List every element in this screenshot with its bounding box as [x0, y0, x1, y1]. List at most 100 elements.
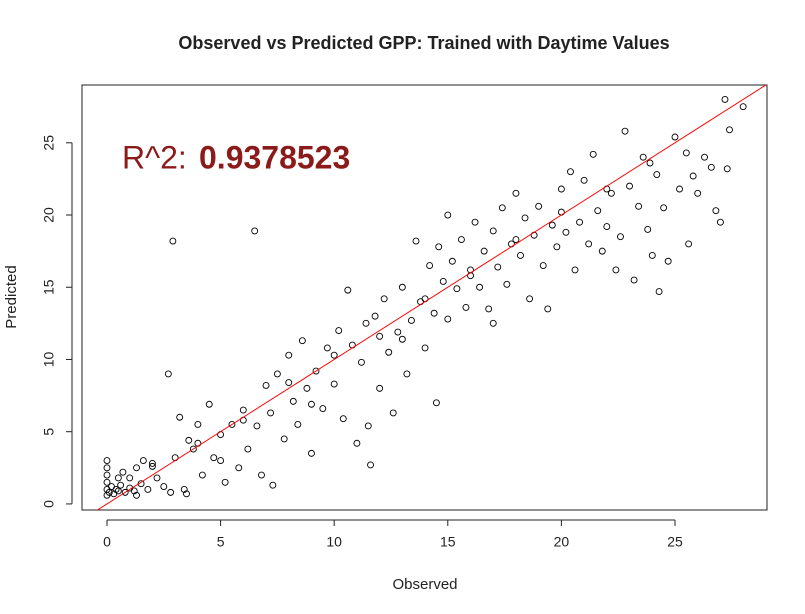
point [294, 421, 302, 428]
point [228, 421, 236, 428]
point [444, 315, 452, 323]
point [235, 464, 243, 472]
point [398, 283, 406, 291]
point [412, 237, 420, 245]
point [598, 247, 606, 255]
x-tick-label: 25 [667, 534, 683, 550]
point [269, 481, 277, 489]
point [210, 454, 218, 462]
point [476, 283, 484, 291]
point [160, 483, 168, 491]
point [607, 189, 615, 197]
point [367, 461, 374, 469]
point [244, 445, 252, 453]
point [485, 305, 493, 313]
point [285, 351, 293, 359]
point [682, 149, 690, 157]
point [576, 218, 584, 226]
point [557, 185, 565, 193]
point [471, 218, 479, 226]
point [426, 262, 434, 270]
y-tick-label: 20 [41, 207, 57, 223]
point [114, 487, 122, 495]
point [380, 295, 388, 303]
point [176, 413, 184, 421]
point [358, 358, 365, 366]
x-tick-label: 15 [440, 534, 456, 550]
point [567, 168, 574, 176]
point [498, 204, 506, 212]
point [217, 457, 225, 465]
point [398, 335, 406, 343]
point [644, 226, 652, 233]
point [183, 490, 190, 498]
point [385, 348, 393, 356]
point [280, 435, 288, 443]
annotation-label: R^2: [122, 139, 187, 175]
y-axis-label: Predicted [3, 265, 20, 328]
point [312, 367, 320, 375]
point [198, 471, 206, 479]
point [103, 464, 111, 472]
annotation-value: 0.9378523 [199, 139, 350, 175]
point [189, 445, 197, 453]
point [205, 400, 213, 408]
point [562, 228, 570, 236]
point [344, 286, 352, 294]
point [535, 202, 543, 210]
point [544, 305, 552, 313]
point [453, 285, 461, 293]
point [685, 240, 693, 248]
point [676, 185, 683, 193]
point [362, 319, 370, 327]
point [612, 266, 620, 274]
point [339, 415, 347, 423]
point [503, 280, 511, 288]
point [526, 295, 534, 303]
y-tick-label: 0 [41, 500, 57, 508]
point [285, 379, 293, 387]
x-tick-label: 10 [326, 534, 342, 550]
point [303, 384, 311, 392]
point [308, 449, 315, 457]
point [371, 312, 379, 320]
y-tick-label: 10 [41, 351, 57, 367]
point [457, 236, 465, 244]
point [330, 351, 338, 359]
point [121, 488, 129, 496]
point [739, 103, 747, 111]
point [239, 406, 247, 414]
point [521, 214, 529, 222]
y-tick-label: 25 [41, 135, 57, 151]
point [289, 397, 297, 405]
point [517, 252, 524, 259]
point [694, 189, 702, 197]
point [130, 487, 138, 495]
point [353, 439, 361, 447]
annotation: R^2: 0.9378523 [122, 139, 350, 175]
point [432, 399, 440, 407]
x-axis-label: Observed [392, 576, 457, 593]
point [126, 474, 134, 482]
point [167, 488, 175, 496]
point [403, 370, 411, 378]
point [712, 207, 720, 215]
plot-area [96, 85, 767, 510]
point [707, 163, 715, 171]
point [148, 460, 156, 467]
point [139, 457, 147, 465]
point [323, 344, 331, 352]
y-tick-label: 15 [41, 279, 57, 295]
point [103, 457, 111, 465]
point [364, 422, 372, 430]
point [660, 204, 668, 212]
point [394, 328, 402, 336]
point [489, 227, 497, 235]
point [689, 172, 697, 180]
point [194, 421, 202, 428]
point [723, 165, 731, 173]
point [169, 237, 177, 245]
point [626, 182, 633, 190]
x-tick-label: 20 [554, 534, 570, 550]
